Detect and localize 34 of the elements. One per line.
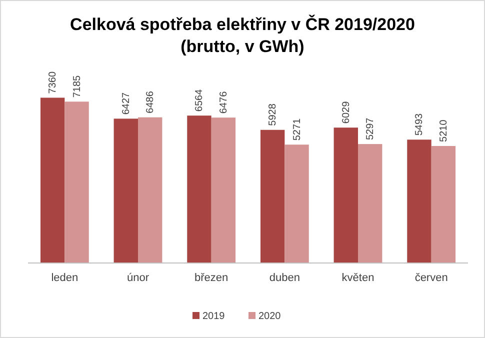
data-label: 6427 <box>120 92 132 115</box>
x-tick-label: leden <box>51 272 78 284</box>
data-label: 6486 <box>145 90 156 114</box>
data-label: 5493 <box>414 112 426 136</box>
bar <box>407 140 432 263</box>
bar <box>431 146 456 263</box>
bar <box>138 117 162 263</box>
data-label: 5271 <box>292 118 303 141</box>
bar <box>64 102 89 263</box>
bar <box>40 98 65 263</box>
data-label: 5928 <box>268 103 279 126</box>
bar <box>334 128 358 263</box>
data-label: 7185 <box>72 74 83 98</box>
bar <box>114 118 138 263</box>
data-label: 6564 <box>194 88 206 112</box>
data-label: 5210 <box>438 119 450 142</box>
legend-label: 2020 <box>258 311 282 322</box>
x-tick-label: duben <box>269 272 300 284</box>
x-tick-label: červen <box>414 272 448 284</box>
chart-title: Celková spotřeba elektřiny v ČR 2019/2020 <box>70 14 415 34</box>
x-tick-label: březen <box>194 272 228 284</box>
x-tick-label: květen <box>342 272 374 284</box>
x-tick-label: únor <box>126 272 150 284</box>
bar <box>284 144 309 263</box>
chart-subtitle: (brutto, v GWh) <box>180 37 304 56</box>
legend-label: 2019 <box>202 311 226 322</box>
bar <box>187 116 212 263</box>
bar <box>211 118 236 263</box>
bar <box>260 130 285 263</box>
data-label: 7360 <box>48 71 59 94</box>
bar <box>358 144 382 263</box>
data-label: 6029 <box>340 100 352 124</box>
data-label: 6476 <box>218 90 230 114</box>
data-label: 5297 <box>365 117 376 140</box>
